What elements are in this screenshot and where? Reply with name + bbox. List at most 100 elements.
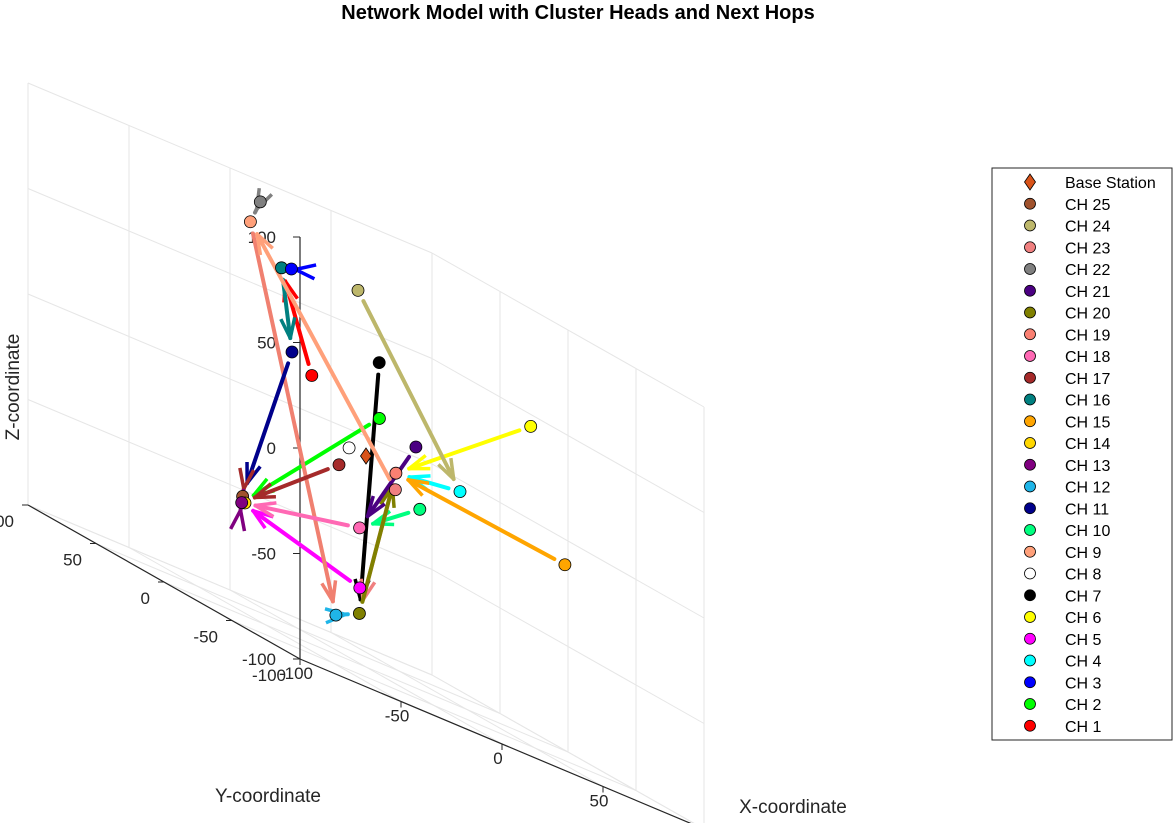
floor-grid-line	[163, 581, 569, 753]
legend-entry-label: CH 15	[1065, 414, 1110, 431]
legend-entry-label: CH 8	[1065, 567, 1102, 584]
legend-entry-label: CH 9	[1065, 545, 1102, 562]
cluster-head-marker	[285, 345, 299, 359]
cluster-head-marker	[305, 369, 319, 382]
cluster-head-marker	[329, 608, 343, 622]
legend-entry-label: CH 4	[1065, 654, 1102, 671]
cluster-head-marker	[352, 607, 366, 620]
next-hop-arrow-head	[251, 509, 274, 530]
legend-entry-label: CH 24	[1065, 219, 1110, 236]
legend-entry-label: CH 18	[1065, 349, 1110, 366]
y-tick-label: -100	[252, 666, 286, 685]
next-hop-arrow-line	[252, 467, 330, 500]
next-hop-arrow-line	[360, 484, 395, 604]
legend-entry-label: CH 1	[1065, 719, 1102, 736]
legend-entry-label: Base Station	[1065, 175, 1156, 192]
legend-marker	[1024, 173, 1036, 191]
next-hop-arrow-head	[255, 232, 274, 256]
legend-entry-label: CH 14	[1065, 436, 1110, 453]
cluster-head-marker	[388, 483, 402, 497]
next-hop-arrow-line	[250, 231, 335, 604]
floor-grid-line	[431, 674, 695, 823]
x-tick-label: 0	[493, 749, 502, 768]
cluster-head-marker	[243, 215, 257, 229]
next-hop-arrow-head	[365, 495, 386, 519]
next-hop-arrow-head	[252, 482, 276, 500]
cluster-head-markers	[235, 195, 572, 622]
chart-title: Network Model with Cluster Heads and Nex…	[341, 2, 814, 24]
next-hop-arrow-line	[370, 510, 411, 526]
x-axis-label: X-coordinate	[739, 797, 847, 818]
legend-marker	[1024, 589, 1036, 602]
cluster-head-marker	[353, 521, 367, 535]
legend-marker	[1024, 567, 1036, 580]
x-axis-line	[299, 658, 692, 823]
x-tick-label: 50	[590, 792, 609, 811]
cluster-head-marker	[342, 441, 356, 455]
legend-marker	[1024, 241, 1036, 254]
cluster-head-marker	[558, 558, 572, 572]
legend-entry-label: CH 16	[1065, 393, 1110, 410]
cluster-head-marker	[372, 356, 386, 370]
legend-marker	[1024, 480, 1036, 493]
right-wall-grid-line	[431, 358, 705, 513]
next-hop-arrow-line	[245, 361, 291, 486]
cluster-head-marker	[332, 458, 346, 472]
legend-entry-label: CH 12	[1065, 480, 1110, 497]
next-hop-arrow-line	[253, 503, 350, 528]
cluster-head-marker	[372, 412, 386, 425]
legend-entry-label: CH 10	[1065, 523, 1110, 540]
legend-marker	[1024, 393, 1036, 406]
next-hop-arrow-head	[293, 263, 317, 281]
legend-marker	[1024, 654, 1036, 667]
next-hop-arrow-line	[361, 299, 456, 482]
next-hop-arrow-head	[406, 478, 430, 497]
floor-grid-line	[299, 658, 692, 823]
y-tick-label: 50	[63, 551, 82, 570]
next-hop-arrow-line	[358, 372, 381, 602]
legend-marker	[1024, 524, 1036, 536]
floor-grid-line	[330, 632, 604, 787]
next-hop-arrow-head	[229, 508, 247, 532]
z-tick-label: 0	[267, 439, 276, 458]
next-hop-arrow-head	[254, 187, 274, 211]
right-wall-grid-line	[431, 463, 705, 619]
next-hop-arrows	[229, 187, 557, 625]
cluster-head-marker	[284, 262, 298, 276]
next-hop-arrow-head	[253, 501, 277, 519]
legend-marker	[1024, 197, 1036, 210]
legend-marker	[1024, 284, 1036, 297]
cluster-head-marker	[524, 419, 538, 433]
legend: Base Station CH 25 CH 24 CH 23 CH 22 CH 21 CH …	[991, 167, 1173, 741]
z-axis-label: Z-coordinate	[3, 334, 24, 441]
next-hop-arrow-line	[365, 454, 412, 519]
cluster-head-marker	[409, 440, 423, 454]
next-hop-arrow-line	[407, 428, 522, 471]
legend-box	[991, 167, 1173, 741]
legend-marker	[1024, 545, 1036, 558]
legend-marker	[1024, 611, 1036, 623]
y-axis-label: Y-coordinate	[215, 786, 321, 807]
y-tick-label: -50	[193, 628, 218, 647]
z-tick-label: 50	[257, 334, 276, 353]
cluster-head-marker	[389, 466, 403, 480]
legend-marker	[1024, 502, 1036, 515]
legend-entry-label: CH 7	[1065, 588, 1102, 605]
legend-entry-label: CH 5	[1065, 632, 1102, 649]
legend-entry-label: CH 3	[1065, 675, 1102, 692]
next-hop-arrow-head	[279, 317, 297, 340]
next-hop-arrow-line	[280, 277, 293, 341]
back-wall-grid-line	[27, 82, 433, 254]
next-hop-arrow-head	[437, 457, 456, 481]
x-tick-label: -100	[279, 664, 313, 683]
legend-entry-label: CH 17	[1065, 371, 1110, 388]
cluster-head-marker	[413, 502, 427, 516]
legend-entry-label: CH 23	[1065, 240, 1110, 257]
legend-marker	[1024, 350, 1036, 362]
next-hop-arrow-head	[320, 580, 338, 604]
legend-entry-label: CH 11	[1065, 501, 1109, 518]
cluster-head-marker	[235, 496, 249, 510]
cluster-head-marker	[453, 485, 467, 499]
legend-marker	[1024, 676, 1036, 689]
legend-entry-label: CH 21	[1065, 284, 1110, 301]
